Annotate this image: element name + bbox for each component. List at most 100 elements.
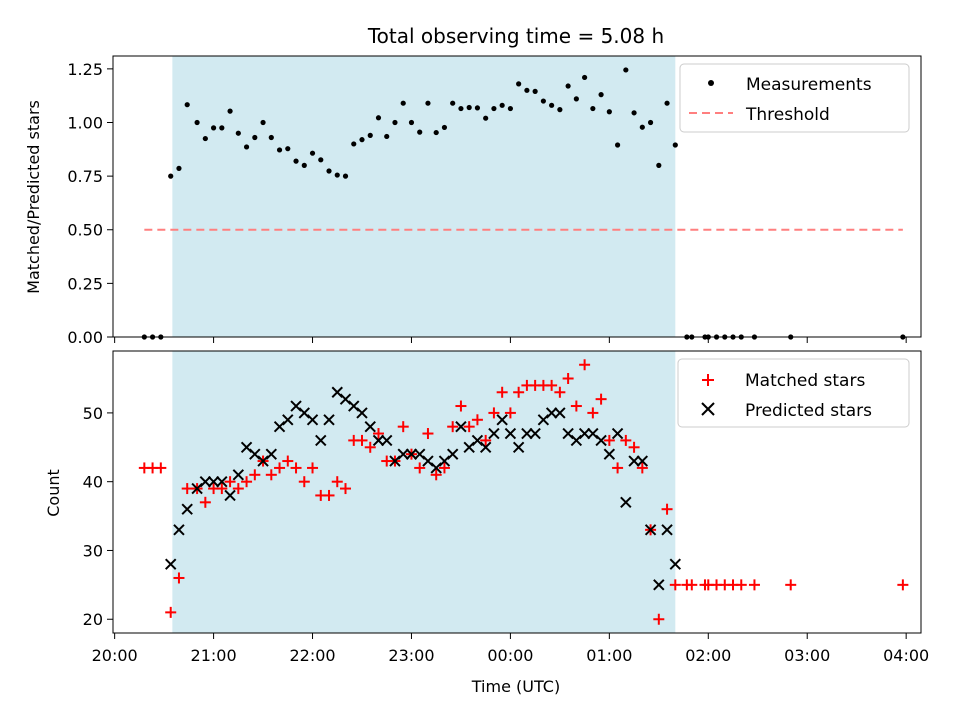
predicted-star-point: [455, 420, 467, 433]
matched-star-point: [216, 483, 228, 495]
shaded-span: [172, 351, 676, 633]
matched-star-point: [661, 503, 673, 515]
x-tick-label: 22:00: [289, 646, 335, 665]
matched-star-point: [165, 606, 177, 618]
measurement-point: [359, 137, 365, 143]
top-panel: 0.00 0.25 0.50 0.75 1.00 1.25 Matched/Predict…: [24, 55, 922, 347]
measurement-point: [598, 92, 604, 98]
measurement-point: [210, 125, 217, 131]
measurement-point: [417, 129, 423, 135]
measurement-point: [516, 81, 522, 87]
measurement-point: [351, 141, 357, 147]
measurement-point: [326, 168, 332, 174]
matched-star-point: [155, 462, 167, 474]
measurement-point: [656, 162, 662, 168]
predicted-star-point: [554, 407, 566, 419]
predicted-star-point: [488, 427, 500, 440]
bottom-y-axis-ticks: 20 30 40 50: [83, 404, 113, 629]
y-tick-label: 50: [83, 404, 103, 423]
x-tick-label: 20:00: [92, 646, 138, 665]
matched-star-point: [282, 455, 294, 467]
matched-star-point: [265, 469, 277, 481]
matched-star-point: [513, 386, 525, 398]
matched-star-point: [372, 428, 384, 440]
measurement-point: [639, 124, 645, 130]
measurement-point: [168, 173, 174, 179]
matched-star-point: [748, 579, 760, 591]
y-tick-label: 40: [83, 473, 103, 492]
x-tick-label: 00:00: [487, 646, 533, 665]
matched-star-point: [241, 476, 253, 488]
predicted-star-point: [282, 414, 294, 426]
predicted-star-point: [521, 427, 533, 440]
predicted-star-point: [653, 579, 665, 591]
matched-star-point: [397, 421, 409, 433]
y-tick-label: 0.75: [67, 167, 103, 186]
predicted-star-point: [496, 414, 508, 426]
matched-star-point: [785, 579, 797, 591]
y-tick-label: 0.00: [67, 328, 103, 347]
matched-star-point: [232, 483, 244, 495]
matched-star-point: [554, 386, 566, 398]
legend-threshold-label: Threshold: [745, 105, 830, 125]
predicted-star-point: [165, 558, 177, 570]
matched-star-point: [249, 469, 261, 481]
top-axes-frame: [112, 55, 922, 338]
measurement-point: [565, 83, 571, 89]
predicted-star-point: [315, 434, 327, 447]
matched-star-point: [504, 407, 516, 419]
measurement-point: [623, 67, 629, 73]
predicted-star-point: [504, 427, 517, 440]
predicted-star-point: [603, 448, 616, 460]
predicted-star-point: [265, 448, 278, 460]
measurement-point: [441, 124, 448, 131]
matched-star-point: [628, 441, 640, 453]
predicted-star-point: [199, 475, 212, 488]
chart-title: Total observing time = 5.08 h: [367, 24, 664, 48]
shaded-span: [172, 56, 676, 337]
legend-predicted-marker: [701, 402, 715, 416]
bottom-y-axis-label: Count: [44, 469, 63, 517]
top-y-axis-ticks: 0.00 0.25 0.50 0.75 1.00 1.25: [67, 60, 113, 347]
measurement-point: [375, 115, 382, 121]
measurement-point: [268, 134, 274, 141]
matched-star-point: [579, 359, 591, 371]
predicted-stars-series: [165, 386, 682, 591]
legend-measurements-label: Measurements: [746, 75, 872, 95]
matched-star-point: [331, 476, 343, 488]
matched-star-point: [496, 386, 508, 398]
predicted-star-point: [636, 455, 649, 467]
matched-star-point: [587, 407, 599, 419]
x-tick-label: 21:00: [191, 646, 237, 665]
matched-star-point: [298, 476, 310, 488]
measurement-point: [235, 130, 241, 136]
matched-star-point: [290, 462, 302, 474]
matched-star-point: [686, 579, 698, 591]
measurement-point: [184, 102, 190, 108]
measurement-point: [408, 119, 415, 126]
matched-star-point: [620, 434, 632, 446]
predicted-star-point: [578, 427, 591, 440]
measurement-point: [227, 108, 233, 114]
predicted-star-point: [232, 469, 245, 481]
measurement-point: [631, 110, 637, 116]
measurement-point: [458, 105, 464, 112]
bottom-legend: Matched stars Predicted stars: [677, 358, 910, 428]
matched-star-point: [595, 393, 607, 405]
predicted-star-point: [545, 407, 558, 419]
measurement-point: [301, 162, 307, 168]
predicted-star-point: [512, 441, 525, 453]
predicted-star-point: [306, 414, 319, 426]
measurement-point: [276, 147, 283, 153]
measurement-point: [672, 142, 678, 148]
top-x-axis-ticks: [114, 337, 907, 343]
measurement-point: [342, 173, 349, 179]
predicted-star-point: [397, 448, 409, 460]
y-tick-label: 1.00: [67, 113, 103, 132]
matched-star-point: [307, 462, 319, 474]
predicted-star-point: [628, 455, 640, 467]
measurement-point: [176, 165, 182, 171]
measurement-point: [474, 105, 481, 111]
y-tick-label: 0.50: [67, 221, 103, 240]
